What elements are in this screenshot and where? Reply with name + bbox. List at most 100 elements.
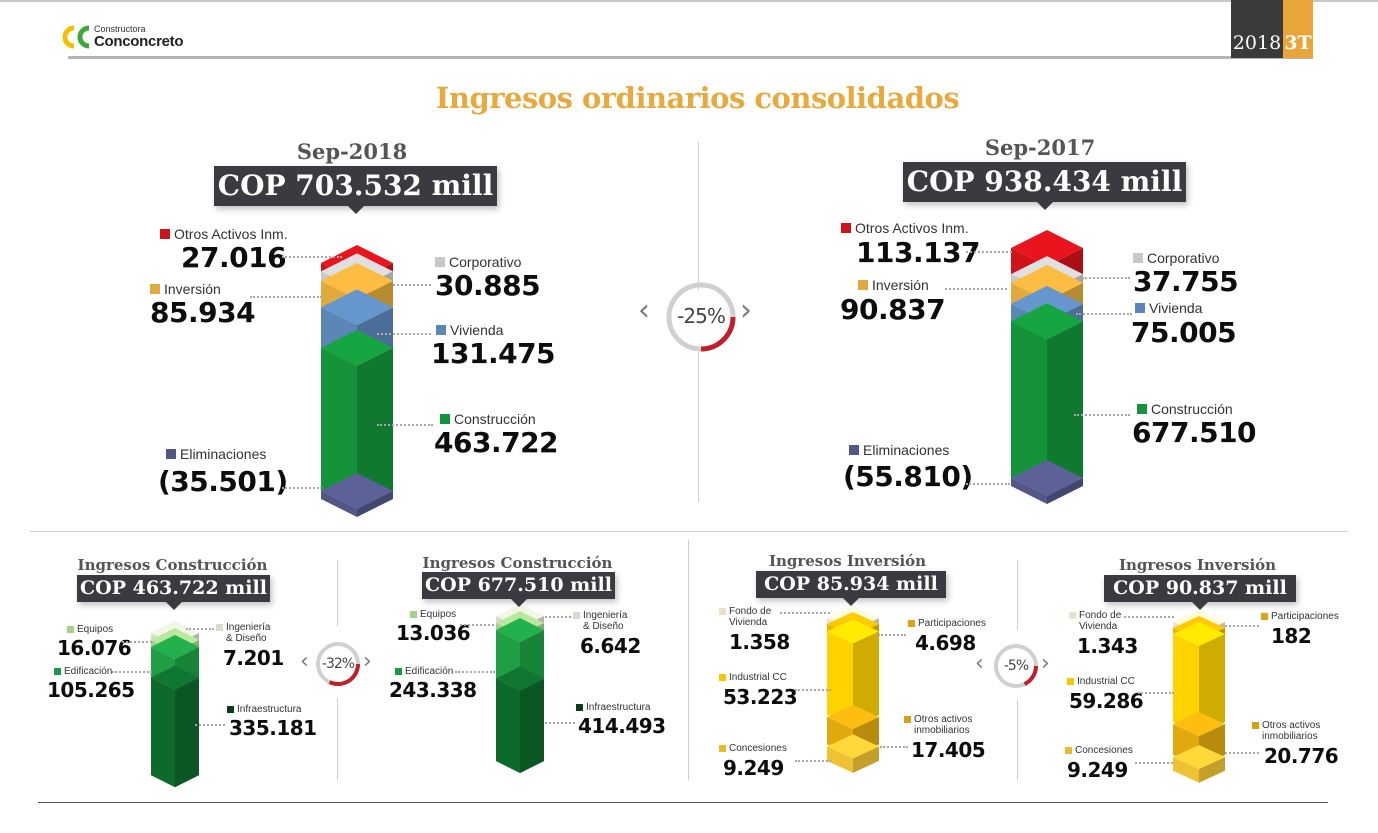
bar-segment-eliminaciones-2018-left: [321, 491, 357, 517]
value-construccion-2017: 677.510: [1132, 416, 1257, 449]
chevron-left-icon[interactable]: ‹: [975, 651, 984, 676]
chevron-left-icon[interactable]: ‹: [300, 649, 309, 674]
swatch-corporativo: [1133, 253, 1143, 263]
divider-vertical-top: [698, 142, 699, 290]
label-construccion-2018: Construcción: [440, 411, 536, 427]
period-sep-2017: Sep-2017: [984, 135, 1096, 160]
leader-ingenieria-2017: [545, 616, 571, 618]
swatch-ingenieria: [573, 612, 580, 619]
bar-segment-otros-2017-top: [1011, 230, 1083, 266]
label-infraestructura-2017: Infraestructura: [576, 702, 650, 713]
bar-segment-industrial-2017-right: [1199, 634, 1225, 735]
label-edificacion-2017: Edificación: [395, 666, 453, 677]
label-eliminaciones-2017: Eliminaciones: [849, 442, 949, 458]
value-fondo-2018: 1.358: [729, 630, 790, 654]
period-sep-2018: Sep-2018: [296, 139, 408, 164]
value-infraestructura-2017: 414.493: [578, 714, 666, 738]
title-inversion-2017: Ingresos Inversión: [1118, 556, 1277, 574]
bar-segment-construccion-2018-left: [321, 347, 357, 509]
leader-edificacion-2017: [455, 671, 495, 673]
leader-corporativo-2017: [1082, 277, 1130, 279]
comparison-ring-construccion: [316, 642, 360, 686]
swatch-vivienda: [1135, 303, 1145, 313]
company-logo: Constructora Conconcreto: [62, 24, 184, 50]
bar-segment-infraestructura-2018-right: [175, 677, 199, 788]
label-concesiones-2017: Concesiones: [1065, 745, 1133, 756]
leader-concesiones-2018: [795, 760, 831, 762]
label-ingenieria-2017: Ingeniería & Diseño: [573, 610, 627, 632]
label-vivienda-2018: Vivienda: [436, 322, 503, 338]
label-corporativo-2017: Corporativo: [1133, 250, 1219, 266]
leader-participaciones-2017: [1225, 625, 1259, 627]
bar-segment-concesiones-2017-left: [1173, 756, 1199, 783]
leader-vivienda-2017: [1076, 313, 1132, 315]
label-equipos-2018: Equipos: [67, 624, 113, 635]
total-construccion-2018: COP 463.722 mill: [77, 575, 270, 610]
value-corporativo-2017: 37.755: [1133, 265, 1239, 298]
bar-segment-otros-activos-2018-top: [827, 704, 879, 729]
comparison-ring-inversion: [994, 644, 1038, 688]
bar-segment-industrial-2017-left: [1173, 634, 1199, 735]
bar-segment-construccion-2017-top: [1011, 303, 1083, 340]
chevron-left-icon[interactable]: ‹: [638, 293, 650, 328]
value-otros-act-2018: 17.405: [911, 738, 986, 762]
leader-fondo-2017: [1124, 616, 1174, 618]
label-otros-2018: Otros Activos Inm.: [160, 226, 288, 242]
leader-equipos-2018: [122, 641, 152, 643]
total-construccion-2017: COP 677.510 mill: [422, 572, 615, 607]
divider-construccion-b: [337, 698, 338, 780]
divider-horizontal: [30, 531, 1348, 532]
bar-segment-eliminaciones-2018-right: [357, 491, 393, 517]
bar-segment-eliminaciones-2017-left: [1011, 478, 1047, 504]
decline-arc-total: [700, 316, 736, 352]
swatch-fondo: [1069, 612, 1076, 619]
label-inversion-2017: Inversión: [858, 277, 929, 293]
leader-concesiones-2017: [1135, 762, 1173, 764]
chevron-right-icon[interactable]: ›: [740, 293, 752, 328]
leader-construccion-2018: [377, 424, 433, 426]
swatch-equipos: [410, 611, 417, 618]
bar-segment-infraestructura-2017-left: [496, 678, 520, 774]
bar-segment-eliminaciones-2017-right: [1047, 478, 1083, 504]
swatch-industrial: [1067, 678, 1074, 685]
bar-segment-infraestructura-2017-top: [496, 666, 544, 691]
bar-segment-construccion-2018-top: [321, 329, 393, 366]
leader-ingenieria-2018: [186, 628, 214, 630]
leader-otros-2017: [966, 251, 1012, 253]
label-participaciones-2018: Participaciones: [908, 618, 986, 629]
footer-rule: [38, 802, 1328, 803]
label-inversion-2018: Inversión: [150, 281, 221, 297]
chevron-right-icon[interactable]: ›: [363, 649, 372, 674]
leader-inversion-2017: [945, 288, 1007, 290]
chevron-right-icon[interactable]: ›: [1041, 651, 1050, 676]
swatch-inversion: [858, 280, 868, 290]
header-rule: [68, 56, 1313, 59]
leader-otros-2018: [282, 256, 342, 258]
value-ingenieria-2017: 6.642: [580, 634, 641, 658]
swatch-edificacion: [395, 668, 402, 675]
bar-segment-concesiones-2017-right: [1199, 756, 1225, 783]
bar-segment-otros-activos-2017-top: [1173, 712, 1225, 737]
value-industrial-2017: 59.286: [1069, 689, 1144, 713]
leader-construccion-2017: [1074, 414, 1130, 416]
bar-segment-concesiones-2017-top: [1173, 744, 1225, 769]
bar-segment-infraestructura-2018-top: [151, 665, 199, 690]
label-industrial-2018: Industrial CC: [719, 672, 787, 683]
bar-segment-infraestructura-2017-right: [520, 678, 544, 774]
swatch-eliminaciones: [849, 445, 859, 455]
swatch-construccion: [1137, 404, 1147, 414]
label-ingenieria-2018: Ingeniería & Diseño: [216, 622, 270, 644]
leader-corporativo-2018: [393, 284, 431, 286]
divider-construccion-a: [337, 560, 338, 626]
leader-edificacion-2018: [112, 671, 152, 673]
value-equipos-2018: 16.076: [57, 636, 132, 660]
total-inversion-2017: COP 90.837 mill: [1104, 575, 1296, 610]
label-vivienda-2017: Vivienda: [1135, 300, 1202, 316]
bar-segment-industrial-2018-right: [853, 631, 879, 727]
value-infraestructura-2018: 335.181: [229, 716, 317, 740]
value-fondo-2017: 1.343: [1077, 634, 1138, 658]
leader-inversion-2018: [250, 296, 322, 298]
value-construccion-2018: 463.722: [434, 426, 559, 459]
bar-segment-concesiones-2018-right: [853, 746, 879, 773]
swatch-fondo: [719, 608, 726, 615]
